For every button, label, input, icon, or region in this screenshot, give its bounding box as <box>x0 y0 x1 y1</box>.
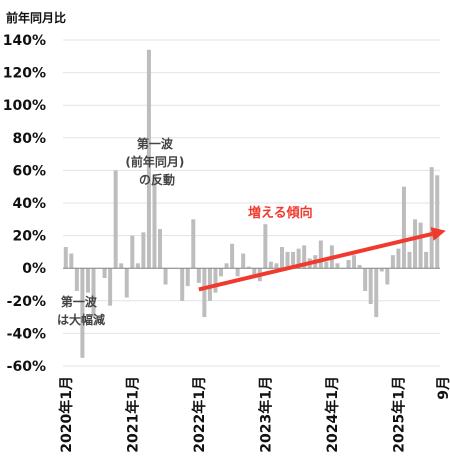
bar <box>213 268 218 293</box>
x-tick-label: 2024年1月 <box>324 376 341 453</box>
bar <box>69 253 74 269</box>
bar <box>435 175 440 269</box>
bar <box>80 268 85 358</box>
annotation-increasing-trend: 増える傾向 <box>248 205 313 221</box>
y-tick-label: -40% <box>7 326 46 342</box>
y-tick-label: 100% <box>3 98 46 114</box>
annotation-first-wave-rebound: 第一波 (前年同月) の反動 <box>125 136 188 187</box>
x-tick-label: 2020年1月 <box>58 376 75 453</box>
bar <box>279 247 284 269</box>
trend-arrow <box>198 227 446 292</box>
bar <box>113 170 118 269</box>
bar <box>219 268 224 277</box>
bar <box>230 243 235 269</box>
bar <box>263 224 268 269</box>
y-tick-label: 60% <box>12 163 46 179</box>
x-tick-label: 2022年1月 <box>191 376 208 453</box>
bar <box>246 266 251 269</box>
bar <box>318 240 323 269</box>
y-tick-labels: -60% -40% -20% 0% 20% 40% 60% 80% 100% 120% 140% <box>3 33 46 375</box>
bar <box>135 263 140 269</box>
bar <box>207 268 212 301</box>
annotation-line: 第一波 <box>61 294 98 309</box>
bar <box>368 268 373 305</box>
annotation-first-wave-drop: 第一波 は大幅減 <box>57 294 105 327</box>
bar <box>146 49 151 269</box>
x-tick-label: 2023年1月 <box>257 376 274 453</box>
y-tick-label: -20% <box>7 294 46 310</box>
bar <box>124 268 129 298</box>
bar <box>141 232 146 269</box>
bar <box>85 268 90 293</box>
bar <box>346 260 351 269</box>
bar <box>379 268 384 272</box>
bar <box>413 219 418 269</box>
bar <box>374 268 379 318</box>
x-tick-labels: 2020年1月 2021年1月 2022年1月 2023年1月 2024年1月 2025年… <box>58 376 450 453</box>
bar <box>357 264 362 269</box>
y-tick-label: 140% <box>3 33 46 49</box>
bar <box>152 175 157 269</box>
bar <box>91 268 96 318</box>
bar <box>363 268 368 292</box>
bar <box>158 229 163 269</box>
bars <box>63 49 440 358</box>
bar <box>185 268 190 287</box>
bar <box>324 261 329 269</box>
y-tick-label: -60% <box>7 359 46 375</box>
x-tick-label: 9月 <box>436 376 450 400</box>
y-axis-label: 前年同月比 <box>6 10 66 25</box>
annotation-line: は大幅減 <box>57 312 105 327</box>
annotation-line: (前年同月) <box>125 154 184 169</box>
bar <box>196 268 201 283</box>
bar <box>407 251 412 269</box>
y-tick-label: 80% <box>12 131 46 147</box>
annotation-line: 第一波 <box>137 136 174 151</box>
bar <box>274 263 279 269</box>
bar <box>418 222 423 269</box>
gridlines <box>63 39 440 367</box>
x-tick-label: 2021年1月 <box>124 376 141 453</box>
y-tick-label: 20% <box>12 229 46 245</box>
bar <box>130 235 135 269</box>
bar <box>296 248 301 269</box>
bar <box>119 263 124 269</box>
bar <box>252 268 257 277</box>
bar <box>424 251 429 269</box>
bar <box>396 248 401 269</box>
bar <box>291 251 296 269</box>
trend-arrow-shaft <box>198 232 433 292</box>
annotation-line: の反動 <box>139 172 175 187</box>
bar <box>285 251 290 269</box>
bar <box>224 263 229 269</box>
bar <box>241 253 246 269</box>
bar <box>108 268 113 306</box>
bar <box>74 268 79 292</box>
bar <box>163 268 168 285</box>
bar <box>180 268 185 301</box>
bar <box>335 263 340 269</box>
bar <box>390 255 395 269</box>
bar <box>235 268 240 277</box>
bar <box>191 219 196 269</box>
bar <box>429 167 434 269</box>
bar <box>385 268 390 285</box>
bar <box>63 247 68 269</box>
bar <box>268 261 273 269</box>
bar <box>202 268 207 318</box>
bar <box>102 268 107 278</box>
y-tick-label: 0% <box>22 261 46 277</box>
y-tick-label: 120% <box>3 66 46 82</box>
y-tick-label: 40% <box>12 196 46 212</box>
bar <box>302 245 307 269</box>
x-tick-label: 2025年1月 <box>390 376 407 453</box>
bar <box>401 186 406 269</box>
bar <box>352 255 357 269</box>
trend-arrow-head <box>430 227 446 241</box>
